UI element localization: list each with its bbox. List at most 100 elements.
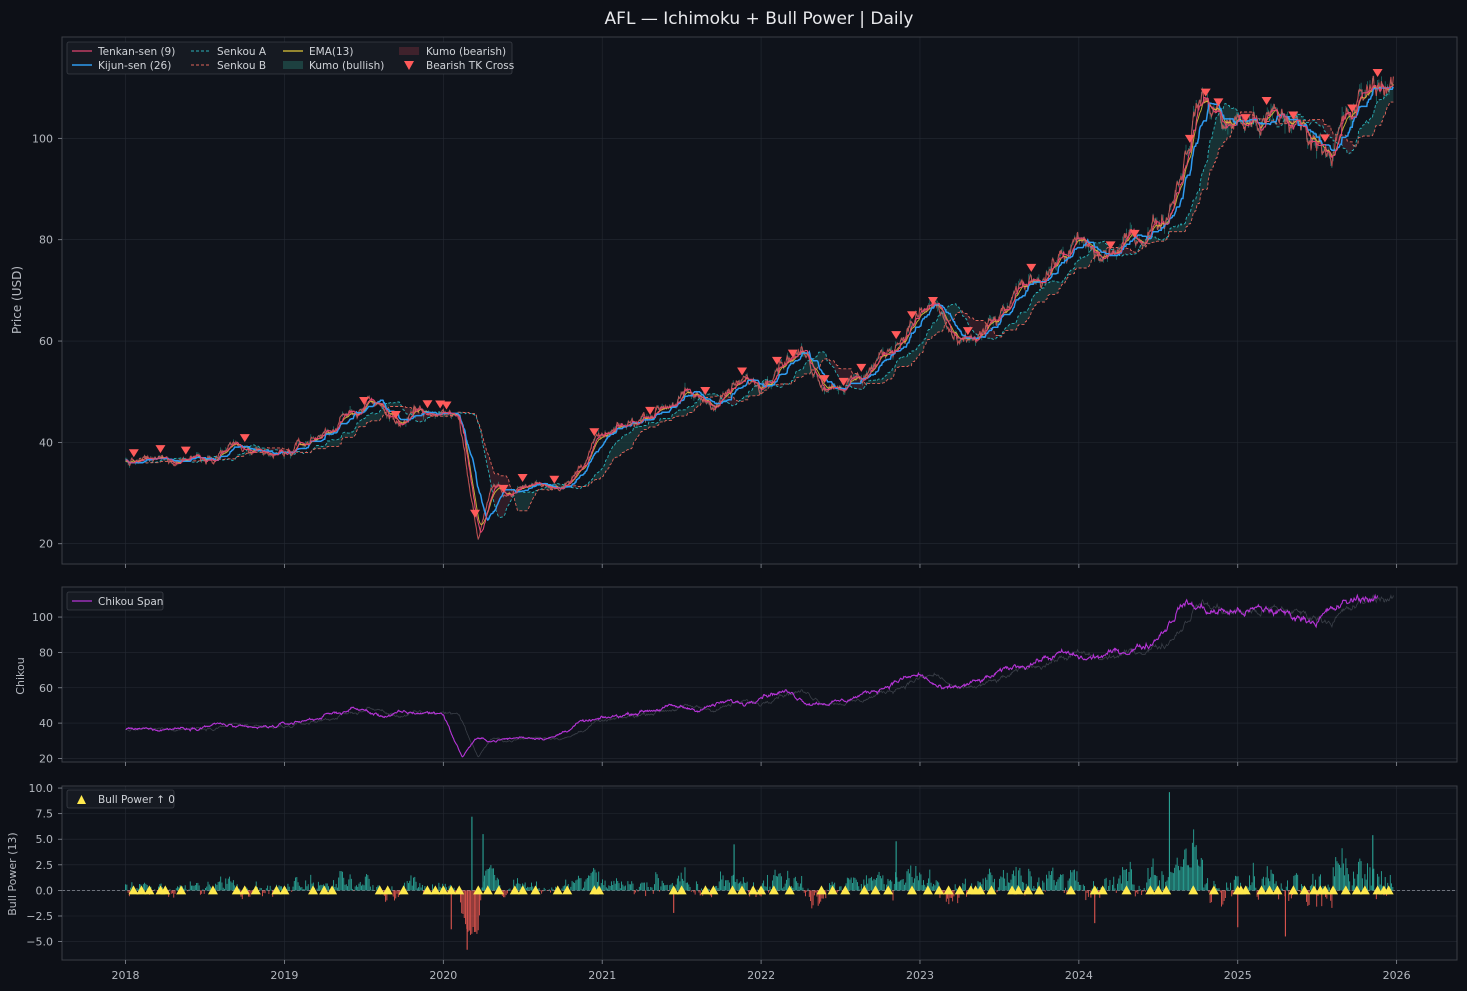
y-tick-label-1: 7.5 [36,808,54,821]
bull-power-cross-marker [1089,885,1100,895]
legend-chikou: Chikou Span [98,596,163,608]
x-tick-label-2020: 2020 [429,969,457,982]
bull-power-cross-marker [1288,885,1299,895]
bull-power-cross-marker [422,885,433,895]
x-tick-label-2024: 2024 [1065,969,1093,982]
chikou-x-ticks [125,762,1398,766]
bull-power-cross-marker [859,885,870,895]
bearish-tk-cross-marker [498,484,509,493]
kumo-bullish [311,401,403,452]
price-legend: Tenkan-sen (9) Kijun-sen (26) Senkou A S… [66,41,514,75]
bull-power-cross-marker [530,885,541,895]
chikou-panel: 20 40 60 80 100 Chikou Chikou Span [14,586,1458,766]
bull-power-cross-marker [727,885,738,895]
price-frame [61,36,1458,565]
bull-frame [61,785,1458,961]
legend-swatch-bearish-cross [404,61,414,70]
bearish-tk-cross-marker [470,509,481,518]
bull-power-cross-marker [954,885,965,895]
kumo-bearish [827,358,867,390]
bearish-tk-cross-marker [787,349,798,358]
kumo-bearish [1275,121,1284,127]
bull-power-cross-marker [708,885,719,895]
y-tick-label-1: 40 [39,436,53,449]
bearish-tk-cross-marker [359,397,370,406]
bull-power-cross-marker [176,885,187,895]
bull-power-cross-marker [1351,885,1362,895]
x-tick-label-2025: 2025 [1224,969,1252,982]
bull-power-cross-marker [473,885,484,895]
chikou-legend: Chikou Span [66,591,163,611]
y-tick-label-4: 100 [32,132,53,145]
bearish-tk-cross-marker [645,406,656,415]
chikou-frame [61,586,1458,763]
kumo-bearish [565,485,583,489]
y-tick-label-3: 80 [39,234,53,247]
bull-power-cross-marker [1383,885,1394,895]
chikou-y-ticks: 20 40 60 80 100 [32,611,62,765]
bull-power-cross-marker [374,885,385,895]
bearish-tk-cross-marker [549,475,560,484]
bull-power-cross-marker [319,885,330,895]
bull-power-cross-marker [756,885,767,895]
bearish-tk-cross-marker [1240,114,1251,123]
bull-power-cross-marker [279,885,290,895]
bearish-tk-cross-marker [1319,134,1330,143]
bull-power-cross-marker [250,885,261,895]
legend-swatch-bull-cross [77,795,86,804]
price-y-label: Price (USD) [10,266,24,334]
chikou-price-shadow [125,594,1394,758]
price-y-ticks: 20 40 60 80 100 [32,132,62,551]
bull-power-cross-marker [1145,885,1156,895]
bull-power-cross-marker [271,885,282,895]
bull-power-cross-marker [144,885,155,895]
bull-power-cross-marker [594,885,605,895]
bearish-tk-cross-marker [1261,96,1272,105]
price-grid [62,37,1457,564]
legend-kumo-bullish: Kumo (bullish) [309,60,384,72]
bearish-tk-cross-marker [700,387,711,396]
price-x-ticks [125,564,1398,568]
bull-power-cross-marker [1121,885,1132,895]
bull-power-cross-marker [1188,885,1199,895]
legend-swatch-kumo-bullish [283,61,303,69]
bearish-tk-cross-marker [1288,111,1299,120]
bull-markers [128,885,1394,895]
bull-power-cross-marker [1340,885,1351,895]
bearish-tk-cross-marker [1026,263,1037,272]
bearish-tk-cross-marker [927,297,938,306]
bull-power-cross-marker [1372,885,1383,895]
bearish-tk-cross-marker [962,327,973,336]
bull-power-cross-marker [1208,885,1219,895]
y-tick-label-3: 2.5 [36,859,54,872]
y-tick-label-0: 10.0 [29,782,54,795]
bearish-tk-cross-marker [771,356,782,365]
y-tick-label-2: 60 [39,335,53,348]
bull-power-cross-marker [562,885,573,895]
bull-legend-box [66,789,175,809]
kumo-bullish [867,303,961,384]
bearish-tk-cross-marker [1372,68,1383,77]
bull-power-cross-marker [398,885,409,895]
bull-power-cross-marker [943,885,954,895]
legend-swatch-kumo-bearish [399,47,419,55]
bull-power-cross-marker [509,885,520,895]
kumo-bullish [514,490,538,511]
bull-power-cross-marker [493,885,504,895]
bull-power-cross-marker [700,885,711,895]
y-tick-label-6: −5.0 [26,936,53,949]
bull-power-cross-marker [1320,885,1331,895]
bearish-tk-cross-marker [441,401,452,410]
bull-power-cross-marker [1240,885,1251,895]
bull-power-cross-marker [128,885,139,895]
bull-power-cross-marker [1264,885,1275,895]
bull-power-cross-marker [1097,885,1108,895]
bull-x-ticks: 2018 2019 2020 2021 2022 2023 2024 2025 2026 [112,960,1411,982]
bearish-tk-cross-marker [1347,104,1358,113]
bull-power-cross-marker [482,885,493,895]
legend-senkou-b: Senkou B [217,60,266,72]
bull-power-cross-marker [1153,885,1164,895]
bearish-tk-cross-marker [390,410,401,419]
bearish-tk-cross-marker [155,445,166,454]
